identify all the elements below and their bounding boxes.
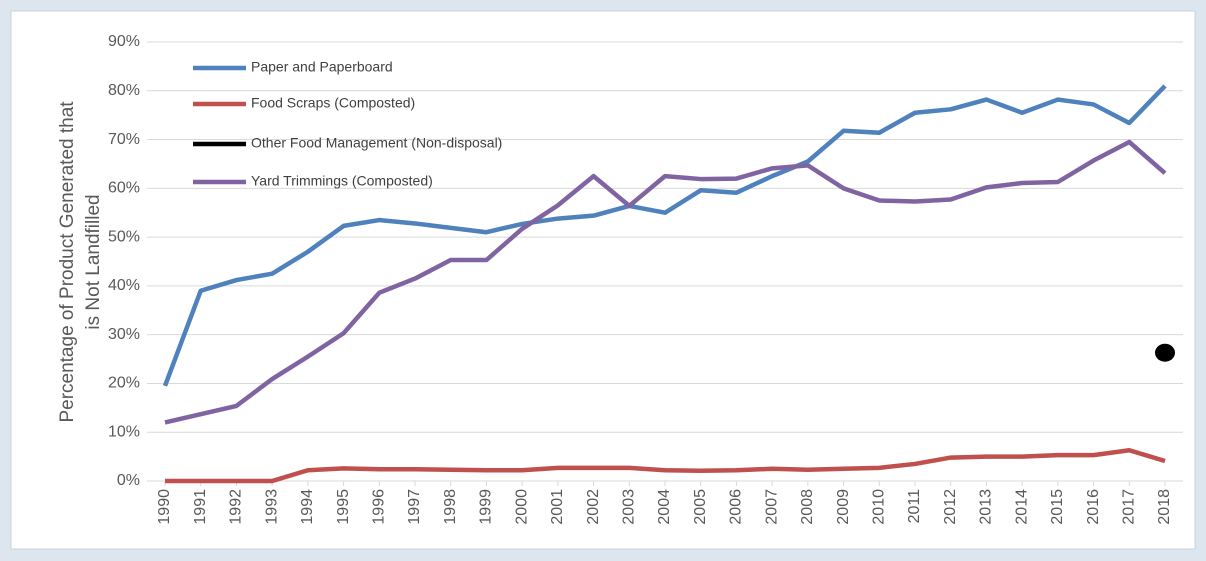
y-tick-label: 30% (108, 326, 140, 343)
y-tick-label: 40% (108, 277, 140, 294)
y-tick-label: 0% (117, 472, 140, 489)
x-tick-label: 2015 (1049, 489, 1066, 525)
x-tick-label: 2006 (728, 489, 745, 525)
series-line (164, 139, 1167, 425)
x-tick-label: 1997 (406, 489, 423, 525)
x-tick-label: 2000 (513, 489, 530, 525)
y-tick-label: 60% (108, 180, 140, 197)
x-tick-label: 2013 (978, 489, 995, 525)
x-tick-label: 2016 (1085, 489, 1102, 525)
x-tick-label: 1996 (371, 489, 388, 525)
y-tick-label: 50% (108, 228, 140, 245)
x-tick-label: 2007 (763, 489, 780, 525)
x-tick-label: 1995 (335, 489, 352, 525)
x-tick-label: 1992 (228, 489, 245, 525)
y-axis-title-line: Percentage of Product Generated that (57, 101, 78, 423)
x-tick-label: 2011 (906, 489, 923, 524)
x-tick-label: 2009 (835, 489, 852, 525)
legend-label: Yard Trimmings (Composted) (251, 173, 433, 189)
x-tick-label: 1998 (442, 489, 459, 525)
legend-label: Other Food Management (Non-disposal) (251, 135, 502, 151)
x-tick-label: 2005 (692, 489, 709, 525)
series-line (162, 84, 1167, 387)
x-tick-label: 2010 (871, 489, 888, 525)
y-tick-label: 10% (108, 423, 140, 440)
x-tick-label: 2018 (1156, 489, 1173, 525)
x-tick-label: 2017 (1121, 489, 1138, 525)
y-axis-title: Percentage of Product Generated that is … (57, 101, 104, 423)
y-tick-label: 90% (108, 33, 140, 50)
x-tick-label: 1990 (156, 489, 173, 525)
chart-panel (10, 10, 1196, 550)
x-tick-label: 1991 (192, 489, 209, 525)
x-tick-label: 1993 (263, 489, 280, 525)
x-tick-label: 1994 (299, 489, 316, 525)
x-tick-label: 2002 (585, 489, 602, 525)
y-tick-label: 70% (108, 131, 140, 148)
legend-label: Food Scraps (Composted) (251, 95, 415, 111)
x-tick-label: 1999 (478, 489, 495, 525)
y-tick-label: 80% (108, 82, 140, 99)
series-line (165, 448, 1166, 484)
x-tick-label: 2004 (656, 489, 673, 525)
y-axis-title-line: is Not Landfilled (83, 194, 104, 329)
legend-label: Paper and Paperboard (251, 59, 393, 75)
x-tick-label: 2012 (942, 489, 959, 525)
data-point (1155, 343, 1175, 362)
x-tick-label: 2003 (621, 489, 638, 525)
x-tick-label: 2014 (1013, 489, 1030, 525)
x-tick-label: 2008 (799, 489, 816, 525)
x-tick-label: 2001 (549, 489, 566, 525)
y-tick-label: 20% (108, 375, 140, 392)
